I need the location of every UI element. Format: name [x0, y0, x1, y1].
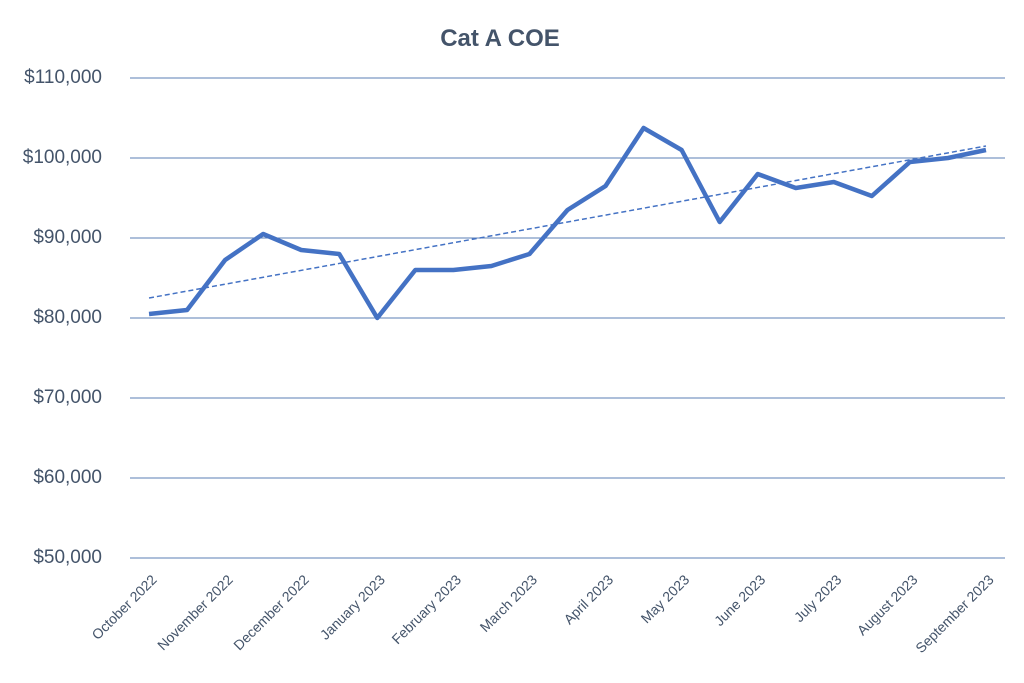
- y-tick-label: $50,000: [33, 547, 102, 568]
- y-tick-label: $100,000: [23, 147, 102, 168]
- y-tick-label: $110,000: [24, 67, 102, 88]
- y-tick-label: $90,000: [33, 227, 102, 248]
- y-tick-label: $80,000: [33, 307, 102, 328]
- chart-title: Cat A COE: [440, 25, 560, 52]
- y-tick-label: $60,000: [33, 467, 102, 488]
- y-tick-label: $70,000: [33, 387, 102, 408]
- data-line: [148, 125, 987, 321]
- trend-line: [148, 145, 987, 299]
